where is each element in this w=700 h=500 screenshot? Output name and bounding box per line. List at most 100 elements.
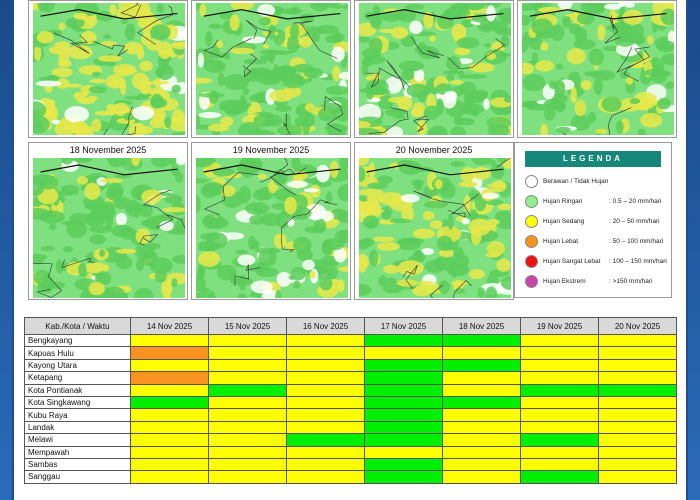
table-row: Kapuas Hulu [24, 346, 677, 360]
forecast-cell [208, 333, 287, 348]
forecast-cell [286, 333, 365, 348]
forecast-cell [286, 358, 365, 373]
forecast-cell [520, 333, 599, 348]
region-name: Kubu Raya [24, 408, 131, 422]
forecast-cell [130, 383, 209, 397]
region-name: Kota Pontianak [24, 383, 131, 397]
forecast-cell [598, 383, 677, 397]
forecast-cell [208, 420, 287, 435]
forecast-cell [286, 383, 365, 397]
column-header-date: 18 Nov 2025 [442, 317, 521, 335]
forecast-cell [442, 470, 521, 484]
forecast-cell [286, 445, 365, 459]
table-header-row: Kab./Kota / Waktu 14 Nov 2025 15 Nov 2025 1… [24, 317, 677, 335]
forecast-cell [208, 408, 287, 422]
forecast-sheet: 18 November 2025 19 November 2025 20 Novem… [14, 0, 686, 500]
forecast-cell [598, 457, 677, 472]
rainfall-map [196, 158, 348, 298]
column-header-date: 15 Nov 2025 [208, 317, 287, 335]
forecast-cell [520, 371, 599, 385]
forecast-cell [442, 358, 521, 373]
legend-range: : 0.5 – 20 mm/hari [609, 198, 662, 205]
forecast-cell [286, 395, 365, 410]
forecast-cell [442, 383, 521, 397]
forecast-cell [364, 445, 443, 459]
table-row: Ketapang [24, 371, 677, 385]
forecast-cell [520, 395, 599, 410]
forecast-cell [598, 395, 677, 410]
forecast-cell [598, 333, 677, 348]
forecast-cell [286, 420, 365, 435]
legend-swatch [525, 215, 538, 228]
legend-swatch [525, 275, 538, 288]
left-blue-border [0, 0, 12, 500]
column-header-date: 14 Nov 2025 [130, 317, 209, 335]
forecast-cell [286, 346, 365, 360]
table-row: Bengkayang [24, 333, 677, 348]
forecast-cell [598, 408, 677, 422]
forecast-cell [520, 420, 599, 435]
legend-swatch [525, 175, 538, 188]
forecast-cell [130, 371, 209, 385]
region-name: Kota Singkawang [24, 395, 131, 410]
legend-box: LEGENDA Berawan / Tidak Hujan Hujan Ringa… [514, 142, 672, 298]
forecast-cell [520, 433, 599, 447]
forecast-cell [208, 346, 287, 360]
forecast-cell [364, 346, 443, 360]
map-caption: 19 November 2025 [232, 145, 310, 155]
forecast-cell [364, 333, 443, 348]
region-name: Landak [24, 420, 131, 435]
map-panel-top-3 [354, 0, 514, 138]
forecast-cell [208, 433, 287, 447]
forecast-cell [520, 470, 599, 484]
forecast-cell [442, 433, 521, 447]
table-row: Kubu Raya [24, 408, 677, 422]
forecast-cell [286, 408, 365, 422]
legend-label: Hujan Lebat [543, 238, 579, 245]
map-panel-bottom-2: 19 November 2025 [191, 142, 351, 300]
table-row: Landak [24, 420, 677, 435]
forecast-cell [208, 383, 287, 397]
forecast-cell [520, 408, 599, 422]
forecast-cell [442, 395, 521, 410]
legend-label: Hujan Ekstrem [543, 278, 586, 285]
legend-label: Hujan Sangat Lebat [543, 258, 601, 265]
forecast-cell [442, 408, 521, 422]
column-header-region: Kab./Kota / Waktu [24, 317, 131, 335]
forecast-cell [598, 371, 677, 385]
legend-swatch [525, 235, 538, 248]
legend-swatch [525, 195, 538, 208]
forecast-cell [286, 457, 365, 472]
forecast-cell [364, 433, 443, 447]
forecast-cell [208, 358, 287, 373]
table-row: Kota Singkawang [24, 395, 677, 410]
legend-range: : 20 – 50 mm/hari [609, 218, 660, 225]
right-blue-border [688, 0, 700, 500]
table-row: Kota Pontianak [24, 383, 677, 397]
table-body: Bengkayang Kapuas Hulu Kayong Utara Ketapan… [24, 333, 677, 484]
forecast-cell [598, 346, 677, 360]
map-panel-bottom-3: 20 November 2025 [354, 142, 514, 300]
forecast-cell [598, 445, 677, 459]
rainfall-map [522, 3, 674, 135]
forecast-cell [520, 457, 599, 472]
forecast-cell [364, 420, 443, 435]
table-row: Melawi [24, 433, 677, 447]
forecast-cell [208, 395, 287, 410]
table-row: Mempawah [24, 445, 677, 459]
map-panel-top-1 [28, 0, 188, 138]
forecast-cell [130, 420, 209, 435]
map-panel-top-2 [191, 0, 351, 138]
forecast-cell [442, 420, 521, 435]
table-row: Kayong Utara [24, 358, 677, 373]
legend-range: : 100 – 150 mm/hari [609, 258, 667, 265]
legend-swatch [525, 255, 538, 268]
forecast-table: Kab./Kota / Waktu 14 Nov 2025 15 Nov 2025 1… [24, 317, 677, 484]
map-caption: 20 November 2025 [395, 145, 473, 155]
forecast-cell [364, 470, 443, 484]
region-name: Bengkayang [24, 333, 131, 348]
forecast-cell [520, 346, 599, 360]
rainfall-map [196, 3, 348, 135]
forecast-cell [520, 358, 599, 373]
legend-label: Berawan / Tidak Hujan [543, 178, 609, 185]
